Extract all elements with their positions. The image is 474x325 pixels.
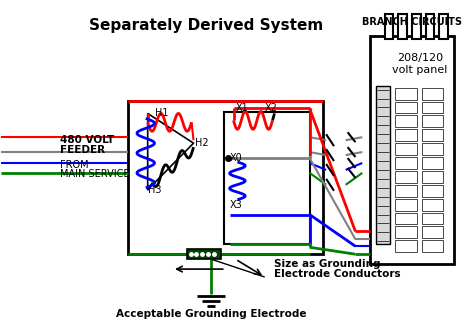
Bar [422, 129, 443, 141]
Bar [395, 185, 417, 197]
Bar [224, 112, 310, 244]
Text: Electrode Conductors: Electrode Conductors [274, 269, 401, 279]
Text: H2: H2 [194, 138, 208, 148]
Bar [422, 88, 443, 99]
Text: volt panel: volt panel [392, 65, 447, 75]
Bar [395, 171, 417, 183]
Text: H3: H3 [148, 185, 161, 195]
Text: 480 VOLT: 480 VOLT [60, 135, 114, 145]
Bar [395, 101, 417, 113]
Text: Size as Grounding: Size as Grounding [274, 259, 381, 269]
Bar [376, 86, 390, 244]
Text: X2: X2 [264, 103, 278, 113]
Bar [426, 14, 435, 39]
Text: MAIN SERVICE: MAIN SERVICE [60, 169, 129, 179]
Bar [370, 36, 454, 264]
Bar [395, 129, 417, 141]
Bar [422, 157, 443, 169]
Bar [422, 101, 443, 113]
Bar [422, 240, 443, 252]
Bar [422, 199, 443, 211]
Bar [395, 143, 417, 155]
Text: X1: X1 [236, 103, 248, 113]
Bar [395, 199, 417, 211]
Bar [422, 115, 443, 127]
Bar [422, 185, 443, 197]
Bar [398, 14, 407, 39]
Bar [422, 213, 443, 225]
Text: X3: X3 [229, 200, 242, 210]
Bar [395, 227, 417, 238]
Text: 208/120: 208/120 [397, 53, 443, 63]
Text: FROM: FROM [60, 160, 89, 170]
Bar [422, 227, 443, 238]
Text: X0: X0 [229, 153, 242, 163]
Bar [395, 213, 417, 225]
Text: Acceptable Grounding Electrode: Acceptable Grounding Electrode [116, 309, 306, 319]
Text: FEEDER: FEEDER [60, 145, 105, 155]
Bar [395, 157, 417, 169]
Bar [395, 240, 417, 252]
Bar [187, 249, 221, 259]
Bar [412, 14, 421, 39]
Bar [128, 100, 323, 254]
Bar [422, 143, 443, 155]
Bar [385, 14, 393, 39]
Text: H1: H1 [155, 109, 169, 118]
Text: BRANCH CIRCUITS: BRANCH CIRCUITS [362, 17, 462, 27]
Text: Separately Derived System: Separately Derived System [89, 18, 323, 33]
Bar [439, 14, 448, 39]
Bar [422, 171, 443, 183]
Bar [395, 88, 417, 99]
Bar [395, 115, 417, 127]
